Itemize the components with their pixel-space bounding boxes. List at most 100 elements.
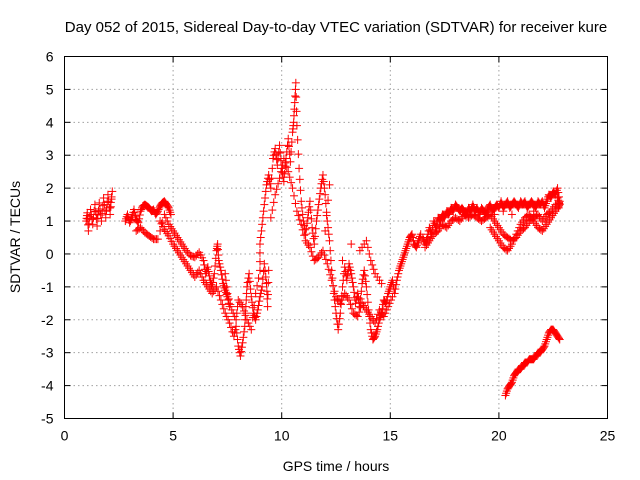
data-point-marker xyxy=(88,215,97,224)
data-point-marker xyxy=(158,218,167,227)
data-point-marker xyxy=(204,267,213,276)
data-point-marker xyxy=(327,276,336,285)
data-point-marker xyxy=(397,259,406,268)
data-point-marker xyxy=(221,309,230,318)
data-point-marker xyxy=(359,270,368,279)
data-point-marker xyxy=(347,274,356,283)
data-point-marker xyxy=(316,189,325,198)
data-point-marker xyxy=(217,270,226,279)
data-point-marker xyxy=(92,214,101,223)
data-point-marker xyxy=(222,282,231,291)
data-point-marker xyxy=(242,315,251,324)
data-point-marker xyxy=(507,379,516,388)
data-point-marker xyxy=(253,309,262,318)
data-point-marker xyxy=(346,300,355,309)
data-point-marker xyxy=(300,231,309,240)
data-point-marker xyxy=(271,144,280,153)
data-point-marker xyxy=(408,230,417,239)
x-tick-label: 5 xyxy=(169,428,177,444)
data-point-marker xyxy=(305,197,314,206)
data-point-marker xyxy=(322,211,331,220)
data-point-marker xyxy=(298,225,307,234)
data-point-marker xyxy=(264,266,273,275)
data-point-marker xyxy=(362,282,371,291)
data-point-marker xyxy=(346,266,355,275)
data-point-marker xyxy=(513,226,522,235)
data-point-marker xyxy=(259,267,268,276)
data-point-marker xyxy=(101,213,110,222)
data-point-marker xyxy=(336,309,345,318)
data-point-marker xyxy=(232,309,241,318)
data-point-marker xyxy=(297,203,306,212)
data-point-marker xyxy=(221,269,230,278)
data-point-marker xyxy=(264,278,273,287)
data-point-marker xyxy=(161,213,170,222)
data-point-marker xyxy=(297,220,306,229)
y-tick-label: 3 xyxy=(46,147,54,163)
data-point-marker xyxy=(106,198,115,207)
data-point-marker xyxy=(250,301,259,310)
data-point-marker xyxy=(130,208,139,217)
data-point-marker xyxy=(266,213,275,222)
data-point-marker xyxy=(324,265,333,274)
data-point-marker xyxy=(307,247,316,256)
data-point-marker xyxy=(203,263,212,272)
data-point-marker xyxy=(233,335,242,344)
data-point-marker xyxy=(368,260,377,269)
data-point-marker xyxy=(266,179,275,188)
data-point-marker xyxy=(238,338,247,347)
data-point-marker xyxy=(312,217,321,226)
data-point-marker xyxy=(313,206,322,215)
data-point-marker xyxy=(269,198,278,207)
data-point-marker xyxy=(237,347,246,356)
data-point-marker xyxy=(263,294,272,303)
data-point-marker xyxy=(338,282,347,291)
data-point-marker xyxy=(106,203,115,212)
data-point-marker xyxy=(86,205,95,214)
x-tick-label: 25 xyxy=(600,428,616,444)
data-point-marker xyxy=(97,217,106,226)
data-point-marker xyxy=(259,207,268,216)
data-point-marker xyxy=(223,289,232,298)
y-tick-label: 2 xyxy=(46,180,54,196)
data-point-marker xyxy=(510,233,519,242)
data-point-marker xyxy=(287,138,296,147)
data-point-marker xyxy=(297,197,306,206)
y-tick-label: -4 xyxy=(41,378,54,394)
data-point-marker xyxy=(246,285,255,294)
data-point-marker xyxy=(555,335,564,344)
data-point-marker xyxy=(402,244,411,253)
data-point-marker xyxy=(232,315,241,324)
data-point-marker xyxy=(215,291,224,300)
data-point-marker xyxy=(349,282,358,291)
data-point-marker xyxy=(90,200,99,209)
data-point-marker xyxy=(371,319,380,328)
data-point-marker xyxy=(221,276,230,285)
data-point-marker xyxy=(255,257,264,266)
data-point-marker xyxy=(262,287,271,296)
data-point-marker xyxy=(255,248,264,257)
data-point-marker xyxy=(539,343,548,352)
data-point-marker xyxy=(276,149,285,158)
x-tick-label: 20 xyxy=(491,428,507,444)
data-point-marker xyxy=(271,190,280,199)
data-point-marker xyxy=(400,251,409,260)
data-point-marker xyxy=(529,207,538,216)
data-point-marker xyxy=(302,224,311,233)
data-point-marker xyxy=(245,269,254,278)
data-point-marker xyxy=(261,272,270,281)
data-point-marker xyxy=(214,256,223,265)
y-tick-label: 5 xyxy=(46,81,54,97)
data-point-marker xyxy=(215,259,224,268)
data-point-marker xyxy=(395,264,404,273)
x-axis-label: GPS time / hours xyxy=(283,458,390,474)
data-point-marker xyxy=(321,226,330,235)
data-point-marker xyxy=(384,287,393,296)
data-point-marker xyxy=(360,266,369,275)
data-point-marker xyxy=(311,232,320,241)
data-point-marker xyxy=(262,279,271,288)
y-tick-label: 6 xyxy=(46,49,54,65)
y-tick-label: -2 xyxy=(41,312,54,328)
data-point-marker xyxy=(255,297,264,306)
